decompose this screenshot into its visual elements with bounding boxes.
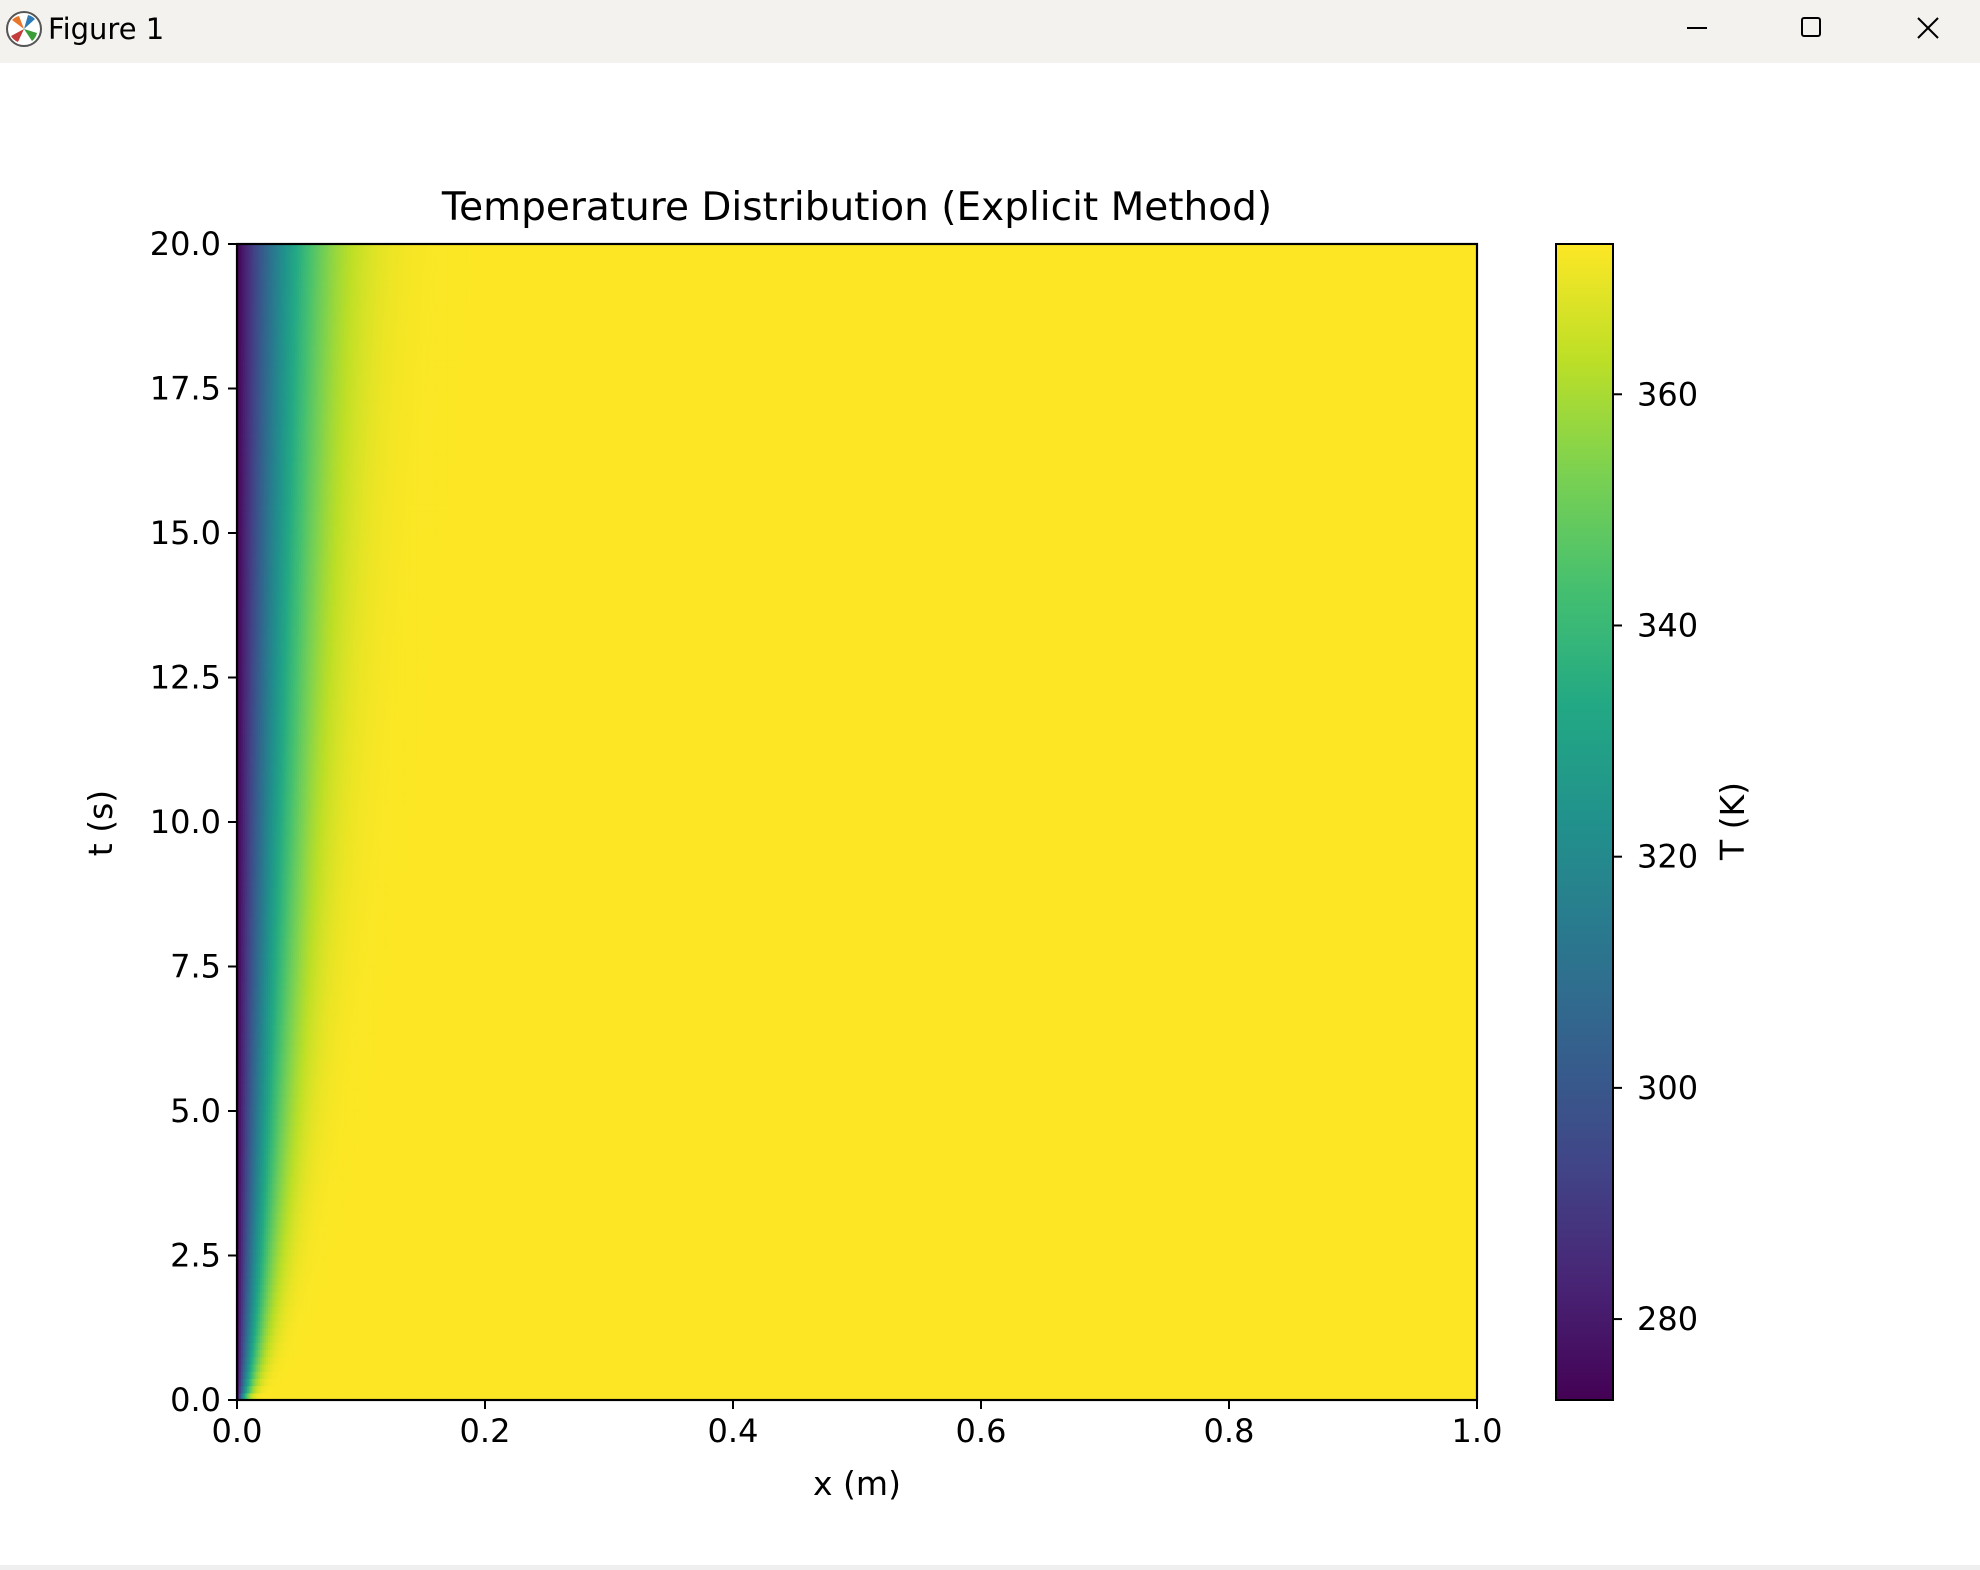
- heatmap-cell: [545, 1176, 548, 1184]
- heatmap-cell: [545, 1219, 548, 1227]
- heatmap-cell: [545, 1335, 548, 1343]
- heatmap-cell: [545, 1284, 548, 1292]
- heatmap-cell: [545, 1328, 548, 1336]
- heatmap-cell: [545, 1205, 548, 1213]
- heatmap-cell: [545, 1234, 548, 1242]
- heatmap-cell: [545, 1342, 548, 1350]
- heatmap-cell: [545, 1169, 548, 1177]
- close-button[interactable]: [1878, 0, 1978, 60]
- heatmap-cell: [545, 1227, 548, 1235]
- heatmap-cell: [545, 1386, 548, 1394]
- heatmap-cell: [545, 1183, 548, 1191]
- title-bar[interactable]: Figure 1: [0, 0, 1980, 63]
- heatmap-cell: [545, 1190, 548, 1198]
- heatmap-cell: [545, 1306, 548, 1314]
- window-title: Figure 1: [48, 12, 164, 46]
- heatmap-cell: [545, 1292, 548, 1300]
- figure-canvas[interactable]: 0.0 0.2 0.4 0.6 0.8 1.0 0.0 2.5 5.0 7.5 10.0 12.5 15…: [0, 63, 1980, 1565]
- heatmap-cell: [545, 1162, 548, 1170]
- heatmap-cell: [545, 1357, 548, 1365]
- minimize-icon: [1647, 0, 1747, 60]
- heatmap-cell: [545, 1378, 548, 1386]
- heatmap-cell: [545, 1263, 548, 1271]
- heatmap-cell: [545, 1313, 548, 1321]
- heatmap-cell: [545, 1256, 548, 1264]
- heatmap-cell: [545, 1270, 548, 1278]
- maximize-button[interactable]: [1762, 0, 1862, 60]
- heatmap-cell: [545, 1299, 548, 1307]
- heatmap-cell: [545, 1364, 548, 1372]
- maximize-icon: [1762, 0, 1862, 60]
- heatmap-cell: [545, 1212, 548, 1220]
- close-icon: [1878, 0, 1978, 60]
- heatmap-chart: 0.0 0.2 0.4 0.6 0.8 1.00.02.55.07.510.012.515…: [0, 63, 1980, 1565]
- heatmap-cell: [545, 1248, 548, 1256]
- heatmap-cell: [545, 1321, 548, 1329]
- heatmap-cell: [545, 1277, 548, 1285]
- heatmap-cell: [545, 1349, 548, 1357]
- heatmap-cell: [545, 1371, 548, 1379]
- minimize-button[interactable]: [1647, 0, 1747, 60]
- heatmap-cell: [545, 1241, 548, 1249]
- matplotlib-icon: [4, 9, 44, 49]
- heatmap-cell: [545, 1198, 548, 1206]
